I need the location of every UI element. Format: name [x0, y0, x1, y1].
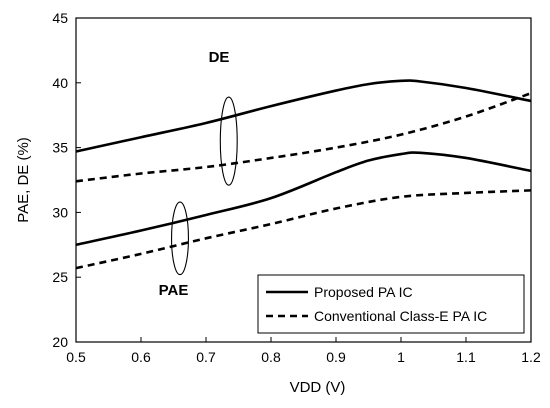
- y-tick-label: 40: [52, 75, 68, 91]
- annotation-ellipse-de: [219, 96, 238, 186]
- x-tick-label: 1.1: [456, 349, 476, 365]
- x-tick-label: 0.7: [196, 349, 216, 365]
- series-line-de-proposed: [75, 79, 532, 153]
- series-line-pae-conventional: [75, 189, 532, 270]
- series-lines: [75, 79, 532, 270]
- x-axis-tick-labels: 0.5 0.6 0.7 0.8 0.9 1 1.1 1.2: [66, 349, 541, 365]
- y-tick-label: 45: [52, 10, 68, 26]
- y-tick-label: 30: [52, 204, 68, 220]
- x-tick-label: 0.5: [66, 349, 86, 365]
- y-tick-label: 25: [52, 269, 68, 285]
- x-tick-label: 0.6: [131, 349, 151, 365]
- legend-label: Conventional Class-E PA IC: [314, 308, 487, 324]
- x-axis-label: VDD (V): [290, 379, 346, 396]
- x-tick-label: 0.9: [326, 349, 346, 365]
- legend-box: [257, 274, 525, 334]
- y-tick-label: 35: [52, 140, 68, 156]
- annotation-label-pae: PAE: [159, 282, 189, 299]
- y-tick-label: 20: [52, 334, 68, 350]
- y-axis-tick-labels: 20 25 30 35 40 45: [52, 10, 68, 350]
- x-tick-label: 1.2: [521, 349, 541, 365]
- annotation-label-de: DE: [209, 49, 230, 66]
- annotations: DE PAE: [159, 49, 238, 299]
- y-axis-label: PAE, DE (%): [15, 137, 32, 223]
- legend-label: Proposed PA IC: [314, 284, 413, 300]
- x-tick-label: 0.8: [261, 349, 281, 365]
- series-line-de-conventional: [75, 91, 532, 183]
- legend: Proposed PA IC Conventional Class-E PA IC: [257, 274, 525, 334]
- x-tick-label: 1: [397, 349, 405, 365]
- series-line-pae-proposed: [75, 151, 532, 247]
- annotation-ellipse-pae: [171, 201, 190, 276]
